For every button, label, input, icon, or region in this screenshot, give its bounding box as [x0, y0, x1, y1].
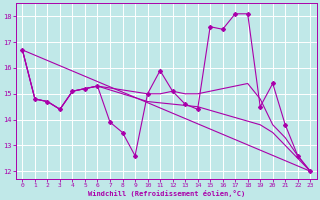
- X-axis label: Windchill (Refroidissement éolien,°C): Windchill (Refroidissement éolien,°C): [88, 190, 245, 197]
